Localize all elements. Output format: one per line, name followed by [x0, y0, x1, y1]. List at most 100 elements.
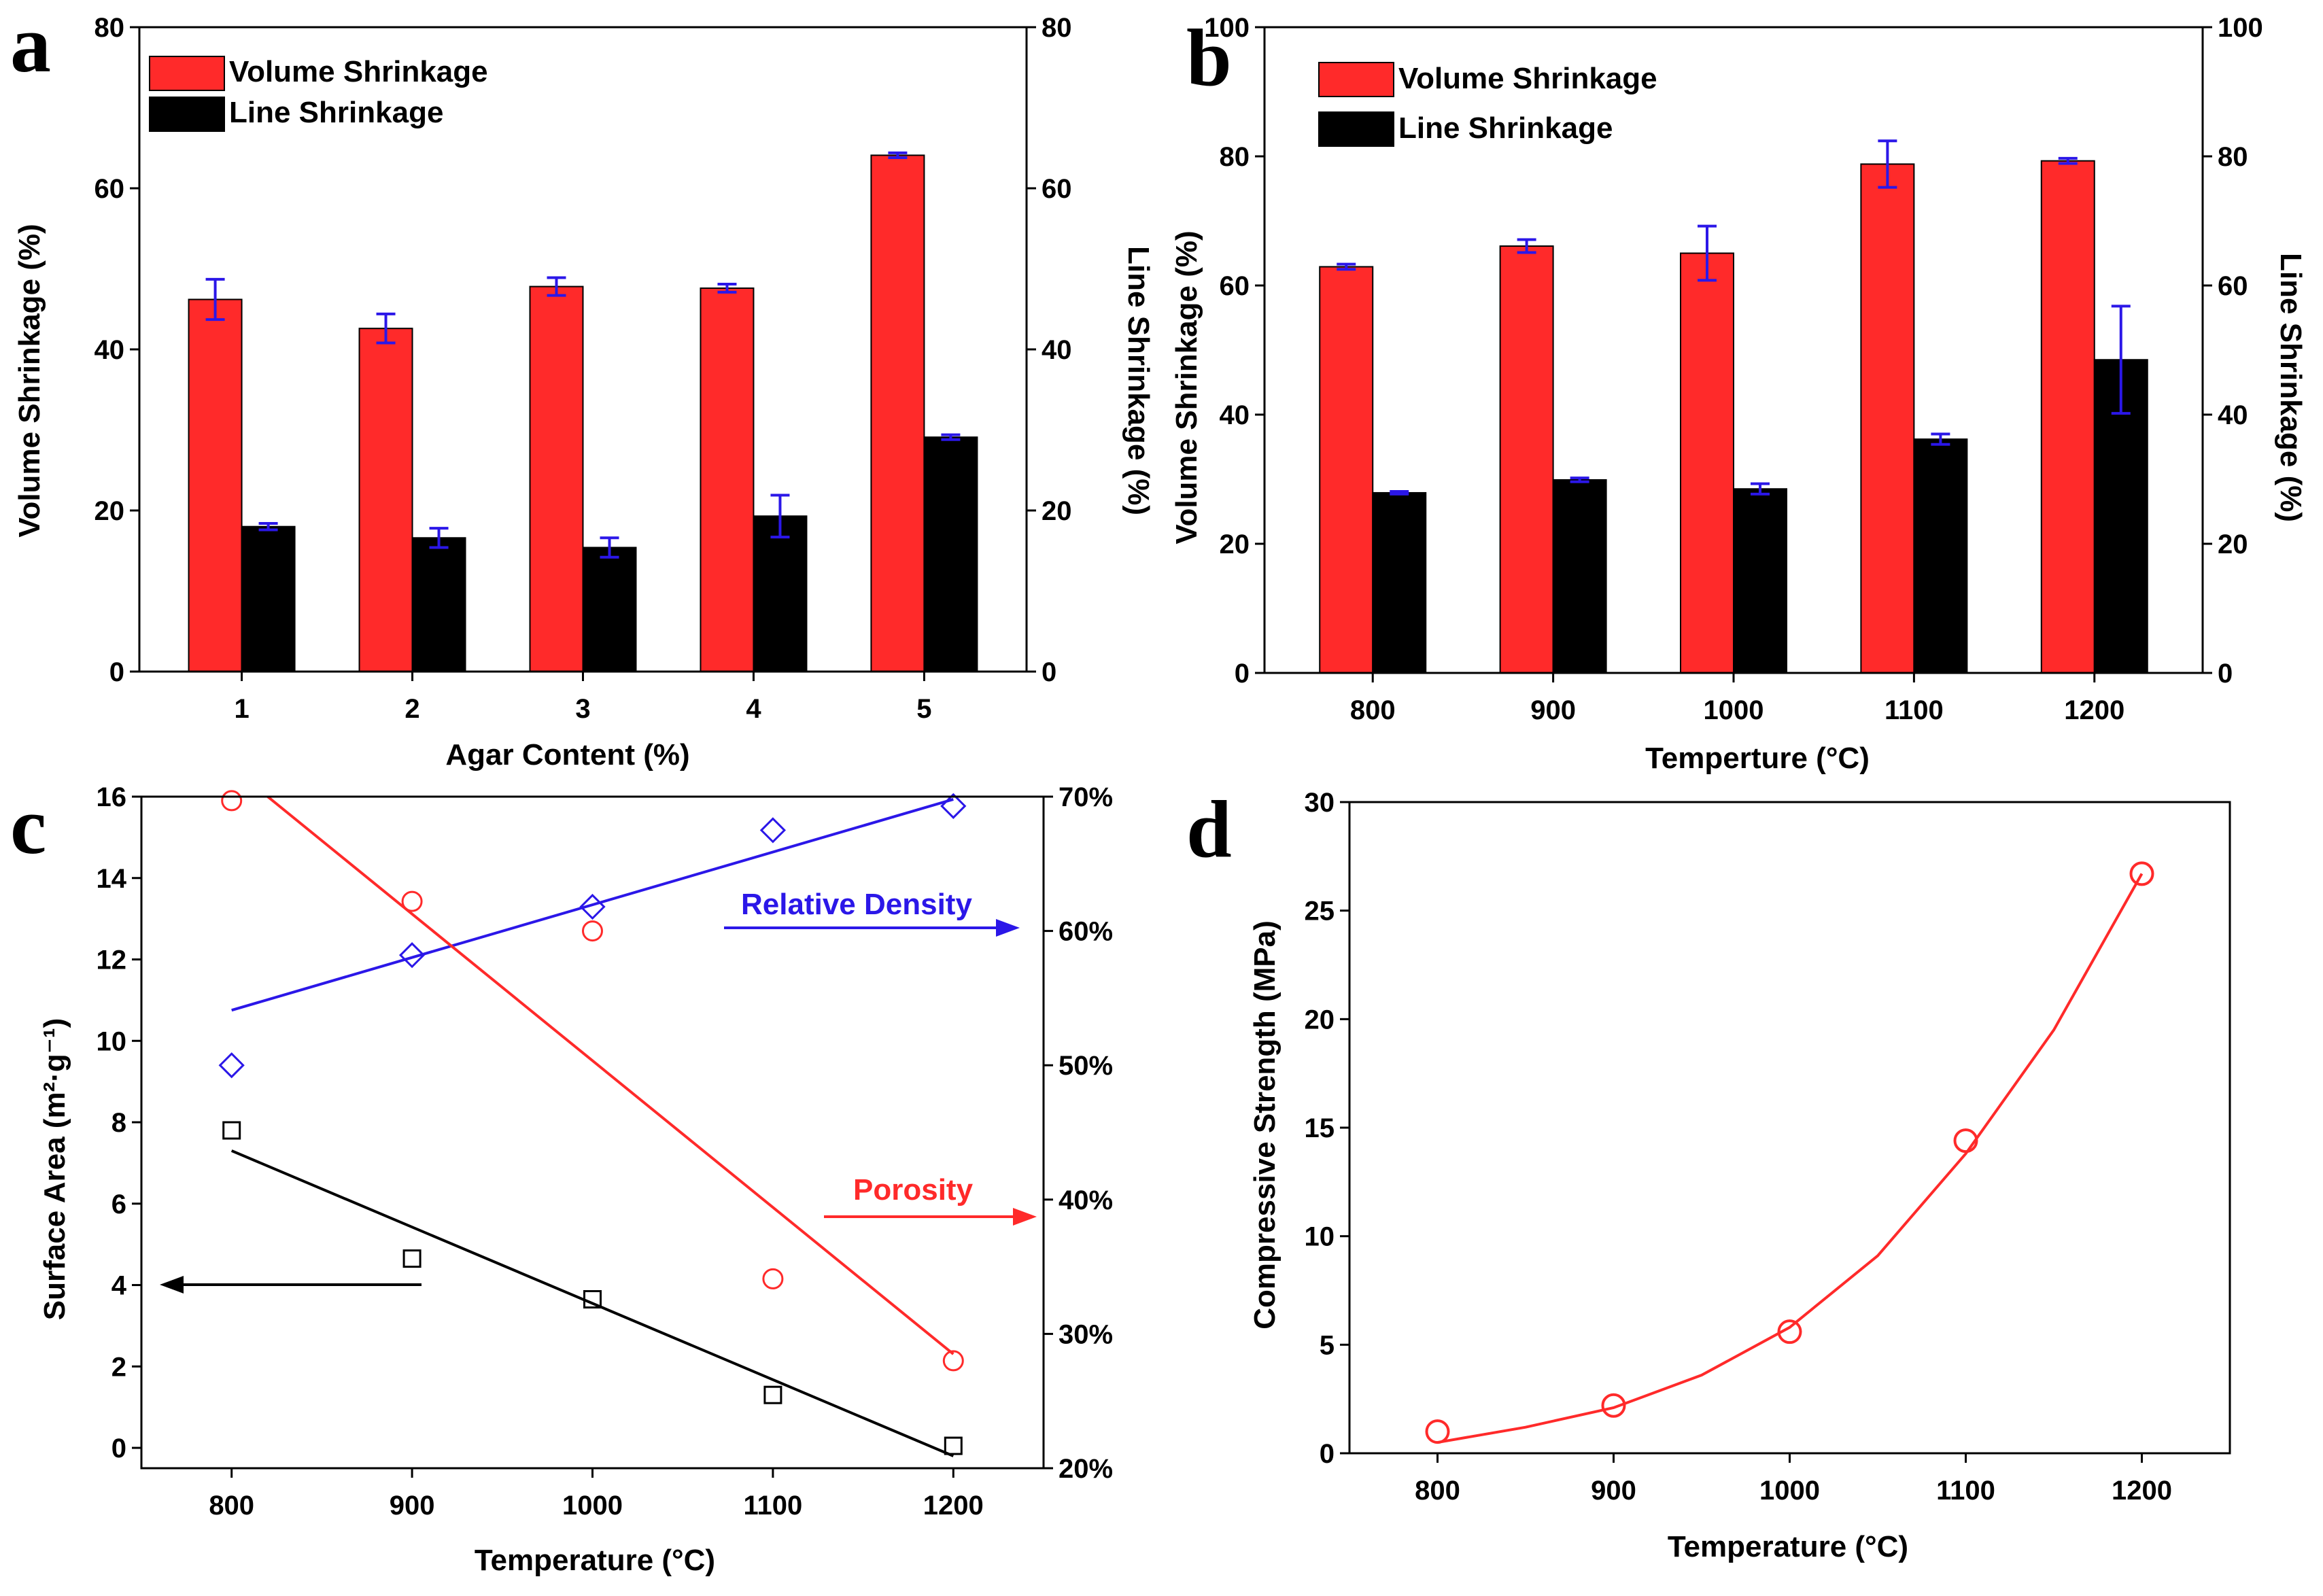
panel-c-point-relative-density-900 [398, 942, 426, 969]
panel-a-bar-volume-1 [188, 298, 243, 672]
panel-c-point-relative-density-1100 [759, 817, 787, 844]
porosity-arrow [824, 1208, 1037, 1226]
panel-c-point-porosity-900 [401, 890, 423, 912]
panel-c-point-surface-area-800 [222, 1121, 241, 1140]
panel-c-x-tick-800: 800 [209, 1491, 254, 1521]
panel-a-bar-line-1 [241, 525, 296, 673]
panel-c-y-tick-0: 0 [111, 1434, 126, 1463]
panel-b-errorbar-volume-1200 [2058, 156, 2078, 165]
panel-b-frame [1263, 26, 2204, 674]
panel-a-errorbar-volume-1 [205, 277, 225, 322]
panel-c: c 800 900 1000 1100 1200 0 2 4 6 8 10 12 14 16 20% 30% 4… [10, 780, 1113, 1577]
panel-d-y-tick-30: 30 [1305, 788, 1335, 818]
panel-c-y-tick-14: 14 [97, 864, 127, 894]
panel-c-point-relative-density-1000 [579, 893, 606, 920]
panel-label-b: b [1186, 12, 1232, 103]
panel-c-y-tick-8: 8 [111, 1108, 126, 1138]
panel-a-bar-volume-3 [529, 285, 584, 672]
panel-a-y2-tick-0: 0 [1042, 657, 1056, 687]
porosity-annotation: Porosity [853, 1173, 974, 1207]
panel-b-errorbar-volume-1100 [1878, 139, 1897, 189]
panel-label-c: c [10, 780, 46, 871]
panel-b-bar-volume-1000 [1680, 252, 1734, 674]
panel-a-y2-tick-80: 80 [1042, 13, 1072, 43]
panel-b-errorbar-line-1000 [1751, 482, 1770, 496]
panel-b-bar-line-800 [1372, 491, 1427, 674]
panel-d-x-tick-1000: 1000 [1759, 1476, 1820, 1506]
panel-a-y2-tick-60: 60 [1042, 174, 1072, 204]
panel-a-legend-swatch-line [149, 97, 225, 132]
panel-a-bar-line-5 [923, 436, 978, 672]
panel-c-x-tick-900: 900 [390, 1491, 435, 1521]
panel-a-bar-volume-5 [870, 154, 925, 673]
panel-b-axes: 800 900 1000 1100 1200 0 0 20 20 40 40 60 60 80 80 100 1… [1204, 13, 2263, 725]
panel-d-fit-line-compressive-strength [1437, 873, 2144, 1444]
panel-b-y2-tick-80: 80 [2218, 142, 2248, 172]
panel-a-y2-tick-40: 40 [1042, 335, 1072, 365]
panel-d-y-tick-0: 0 [1320, 1439, 1335, 1469]
panel-b-bar-volume-800 [1319, 266, 1374, 674]
panel-b-x-tick-1000: 1000 [1704, 695, 1764, 725]
panel-d-y-tick-20: 20 [1305, 1005, 1335, 1035]
panel-a-x-tick-3: 3 [575, 694, 590, 724]
panel-a-errorbar-volume-2 [376, 312, 396, 345]
panel-a-errorbar-volume-4 [717, 283, 737, 294]
panel-b-y-tick-60: 60 [1220, 271, 1250, 301]
panel-c-x-tick-1000: 1000 [562, 1491, 623, 1521]
panel-c-point-surface-area-1200 [944, 1436, 963, 1455]
panel-a-y-tick-80: 80 [94, 13, 125, 43]
panel-a-errorbar-line-3 [600, 536, 619, 559]
panel-b-bar-line-1100 [1913, 438, 1968, 674]
panel-b-y2-tick-20: 20 [2218, 530, 2248, 559]
panel-b-y2-tick-0: 0 [2218, 659, 2233, 689]
panel-b-x-axis-label: Temperture (°C) [1645, 742, 1870, 775]
panel-c-fit-line-porosity [266, 795, 954, 1355]
panel-b-x-tick-1100: 1100 [1885, 695, 1944, 725]
panel-c-x-tick-1200: 1200 [923, 1491, 984, 1521]
panel-d-y-tick-25: 25 [1305, 897, 1335, 926]
panel-a-x-tick-2: 2 [405, 694, 419, 724]
panel-c-point-surface-area-1000 [583, 1290, 602, 1309]
panel-d-x-tick-1200: 1200 [2112, 1476, 2172, 1506]
panel-c-y2-tick-20: 20% [1059, 1454, 1113, 1484]
panel-b-x-tick-900: 900 [1530, 695, 1576, 725]
panel-c-point-surface-area-900 [402, 1249, 421, 1268]
panel-a-errorbar-line-5 [941, 433, 961, 441]
panel-b-y2-tick-60: 60 [2218, 271, 2248, 301]
panel-a-legend-volume: Volume Shrinkage [229, 55, 488, 88]
panel-c-y-tick-16: 16 [97, 782, 127, 812]
panel-d-plot [1425, 861, 2154, 1444]
panel-a-legend-swatch-volume [149, 56, 225, 91]
panel-b-y2-tick-100: 100 [2218, 13, 2263, 43]
panel-b-errorbar-volume-800 [1337, 262, 1356, 271]
panel-c-y-tick-10: 10 [97, 1026, 127, 1056]
panel-c-y-tick-6: 6 [111, 1190, 126, 1219]
panel-c-y-tick-12: 12 [97, 946, 127, 975]
panel-d-y-tick-5: 5 [1320, 1330, 1335, 1360]
panel-a-legend: Volume Shrinkage Line Shrinkage [149, 55, 488, 132]
panel-b-legend-swatch-volume [1318, 62, 1394, 97]
panel-d-x-tick-800: 800 [1415, 1476, 1460, 1506]
panel-b-legend-swatch-line [1318, 111, 1394, 147]
panel-b-y2-axis-label: Line Shrinkage (%) [2274, 253, 2307, 522]
panel-a-errorbar-volume-3 [547, 276, 566, 297]
panel-b-y-tick-100: 100 [1204, 13, 1250, 43]
panel-d-y-tick-10: 10 [1305, 1222, 1335, 1252]
panel-c-plot [218, 790, 967, 1457]
panel-c-y-tick-2: 2 [111, 1352, 126, 1382]
panel-b-legend: Volume Shrinkage Line Shrinkage [1318, 62, 1657, 147]
panel-b-x-tick-800: 800 [1350, 695, 1396, 725]
panel-d-point-compressive-strength-800 [1425, 1419, 1450, 1444]
panel-a-bars [188, 151, 978, 673]
panel-a-errorbar-volume-5 [888, 151, 908, 159]
panel-d-y-tick-15: 15 [1305, 1113, 1335, 1143]
panel-a-y-tick-40: 40 [94, 335, 125, 365]
panel-d-y-axis-label: Compressive Strength (MPa) [1248, 920, 1281, 1329]
panel-a-bar-volume-4 [700, 287, 755, 672]
panel-b-legend-volume: Volume Shrinkage [1398, 62, 1657, 95]
panel-c-point-porosity-1200 [942, 1350, 964, 1372]
panel-b-legend-line: Line Shrinkage [1398, 111, 1613, 145]
panel-c-y2-tick-60: 60% [1059, 917, 1113, 947]
panel-a-y-tick-60: 60 [94, 174, 125, 204]
